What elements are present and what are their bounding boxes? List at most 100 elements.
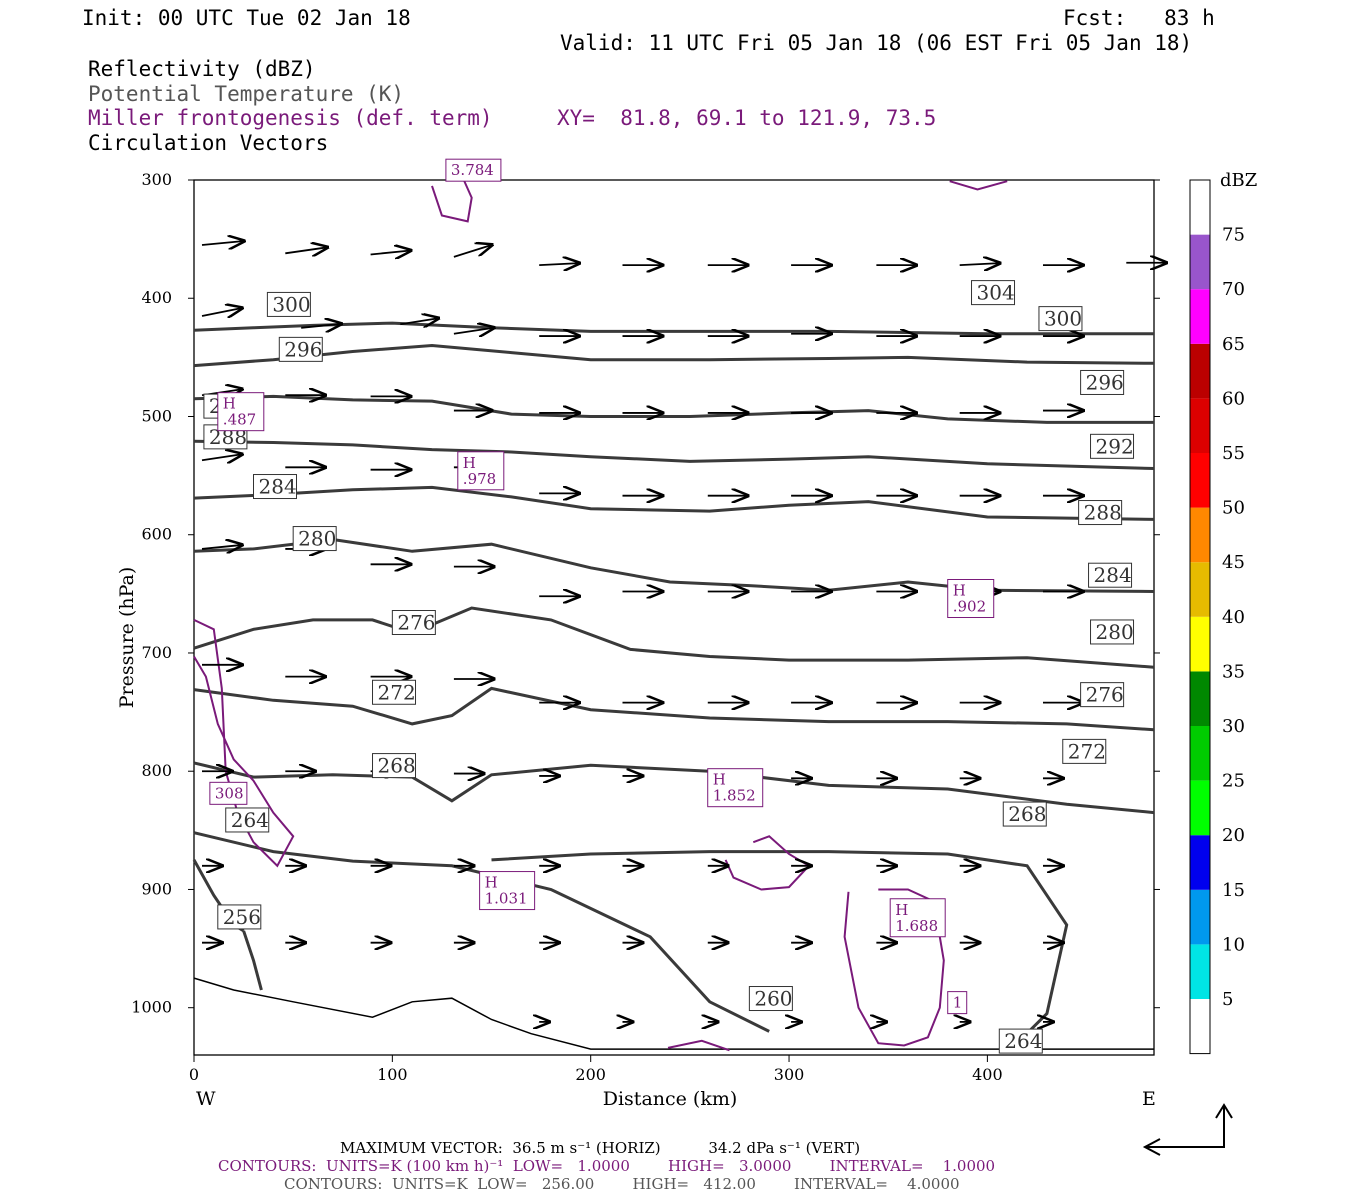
cross-section-endpoints: XY= 81.8, 69.1 to 121.9, 73.5 bbox=[557, 106, 937, 130]
colorbar-segment bbox=[1190, 180, 1210, 235]
colorbar-segment bbox=[1190, 726, 1210, 781]
theta-label-box bbox=[217, 904, 262, 930]
fronto-label-box bbox=[209, 781, 248, 805]
colorbar-tick-label: 70 bbox=[1222, 279, 1245, 300]
colorbar-tick-label: 15 bbox=[1222, 880, 1245, 901]
theta-contour-label: 292 bbox=[1096, 434, 1134, 458]
circulation-vector bbox=[370, 250, 411, 254]
frontogenesis-contour bbox=[724, 835, 811, 891]
x-end-label-east: E bbox=[1142, 1088, 1156, 1110]
theta-label-box bbox=[391, 610, 436, 636]
y-tick-label: 1000 bbox=[131, 998, 172, 1017]
colorbar-tick-label: 30 bbox=[1222, 716, 1245, 737]
fronto-label: 3.784 bbox=[451, 161, 494, 179]
x-end-label-west: W bbox=[196, 1088, 216, 1110]
theta-label-box bbox=[748, 986, 793, 1012]
y-tick-label: 800 bbox=[141, 761, 172, 780]
frontogenesis-contour bbox=[431, 179, 473, 223]
theta-label-box bbox=[1062, 738, 1107, 764]
fronto-label: H bbox=[895, 901, 908, 919]
theta-label-box bbox=[253, 474, 298, 500]
theta-label-box bbox=[372, 753, 417, 779]
init-time: Init: 00 UTC Tue 02 Jan 18 bbox=[82, 6, 411, 30]
fronto-label: 1 bbox=[953, 994, 963, 1012]
fronto-label-box bbox=[889, 898, 946, 938]
theta-label-box bbox=[1078, 500, 1123, 526]
theta-label-box bbox=[1090, 433, 1135, 459]
theta-label-box bbox=[1080, 682, 1125, 708]
theta-label-box bbox=[971, 280, 1016, 306]
colorbar-segment bbox=[1190, 289, 1210, 344]
theta-contour-label: 284 bbox=[259, 475, 297, 499]
theta-label-box bbox=[278, 336, 323, 362]
theta-contour-label: 260 bbox=[754, 987, 792, 1011]
theta-contour-label: 280 bbox=[298, 527, 336, 551]
theta-label-box bbox=[1090, 619, 1135, 645]
reference-vector-arrowheads bbox=[1142, 1103, 1233, 1156]
theta-contour-label: 280 bbox=[1096, 620, 1134, 644]
colorbar-segment bbox=[1190, 507, 1210, 563]
colorbar-tick-label: 10 bbox=[1222, 934, 1245, 955]
theta-contour bbox=[193, 831, 770, 1033]
colorbar-segment bbox=[1190, 398, 1210, 453]
theta-contour bbox=[242, 930, 263, 991]
theta-contour-label: 304 bbox=[977, 281, 1015, 305]
colorbar-tick-label: 55 bbox=[1222, 443, 1245, 464]
theta-contour-label: 300 bbox=[272, 292, 310, 316]
colorbar-segment bbox=[1190, 780, 1210, 836]
forecast-hour: Fcst: 83 h bbox=[1063, 6, 1215, 30]
colorbar-frame bbox=[1189, 179, 1211, 1055]
frontogenesis-contour bbox=[949, 180, 1008, 191]
circulation-vector bbox=[201, 454, 242, 460]
circulation-vector bbox=[201, 241, 244, 245]
fronto-label-box bbox=[947, 579, 995, 618]
theta-contour-label: 300 bbox=[1044, 307, 1082, 331]
colorbar-tick-label: 5 bbox=[1222, 989, 1233, 1010]
y-tick-label: 700 bbox=[141, 643, 172, 662]
y-axis-title: Pressure (hPa) bbox=[116, 567, 138, 709]
theta-label-box bbox=[225, 807, 270, 833]
colorbar-segment bbox=[1190, 835, 1210, 890]
field-label-theta: Potential Temperature (K) bbox=[88, 82, 405, 106]
fronto-label: H bbox=[713, 771, 726, 789]
colorbar-unit: dBZ bbox=[1220, 170, 1257, 191]
theta-contour-label: 272 bbox=[1068, 739, 1106, 763]
theta-contour-label: 288 bbox=[1084, 501, 1122, 525]
fronto-label: .978 bbox=[463, 470, 496, 488]
circulation-vector bbox=[453, 328, 494, 334]
theta-contour-label: 264 bbox=[1004, 1029, 1042, 1053]
colorbar-tick-label: 60 bbox=[1222, 388, 1245, 409]
fronto-label-box bbox=[457, 451, 505, 491]
fronto-label-box bbox=[479, 871, 536, 911]
circulation-vector bbox=[285, 247, 327, 253]
colorbar-tick-label: 45 bbox=[1222, 552, 1245, 573]
theta-contour-label: 296 bbox=[284, 337, 322, 361]
theta-contour-label: 296 bbox=[1086, 370, 1124, 394]
theta-contour bbox=[193, 686, 1155, 732]
theta-contour bbox=[193, 761, 1155, 815]
theta-label-box bbox=[1038, 306, 1083, 332]
circulation-vector bbox=[201, 308, 242, 316]
fronto-label: 1.031 bbox=[485, 890, 528, 908]
y-tick-label: 900 bbox=[141, 879, 172, 898]
theta-contour-label: 256 bbox=[223, 905, 261, 929]
fronto-label: 1.852 bbox=[713, 787, 756, 805]
theta-contour-label: 264 bbox=[231, 808, 269, 832]
circulation-vector bbox=[539, 263, 579, 265]
colorbar-tick-label: 20 bbox=[1222, 825, 1245, 846]
y-tick-label: 300 bbox=[141, 170, 172, 189]
fronto-label: .902 bbox=[953, 598, 986, 616]
y-tick-label: 600 bbox=[141, 525, 172, 544]
plot-frame bbox=[193, 179, 1155, 1056]
fronto-label-box bbox=[445, 158, 502, 182]
colorbar-segment bbox=[1190, 889, 1210, 945]
fronto-contour-info: CONTOURS: UNITS=K (100 km h)⁻¹ LOW= 1.00… bbox=[218, 1157, 996, 1175]
circulation-vector bbox=[301, 324, 341, 328]
colorbar-segment bbox=[1190, 671, 1210, 726]
theta-contour-label: 276 bbox=[1086, 683, 1124, 707]
frontogenesis-contour bbox=[843, 888, 945, 1047]
colorbar-tick-label: 40 bbox=[1222, 607, 1245, 628]
colorbar-tick-label: 35 bbox=[1222, 661, 1245, 682]
fronto-label: 308 bbox=[215, 784, 244, 802]
theta-label-box bbox=[372, 679, 417, 705]
